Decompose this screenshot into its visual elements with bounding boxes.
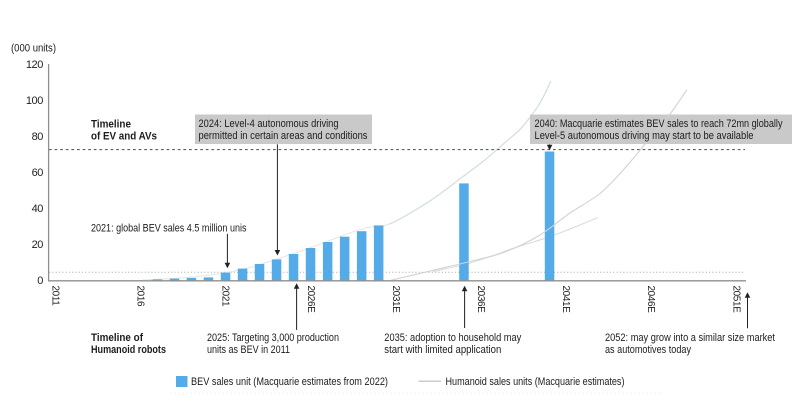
svg-text:2036E: 2036E [475, 286, 486, 314]
svg-text:(000 units): (000 units) [11, 43, 56, 55]
svg-text:Humanoid robots: Humanoid robots [91, 344, 166, 356]
svg-text:20: 20 [32, 239, 44, 251]
svg-text:2046E: 2046E [645, 286, 656, 314]
svg-text:Timeline of: Timeline of [91, 332, 143, 344]
svg-text:2052: may grow into a similar: 2052: may grow into a similar size marke… [605, 332, 775, 344]
svg-text:120: 120 [26, 59, 43, 71]
svg-text:Timeline: Timeline [91, 119, 131, 131]
svg-text:2025: Targeting 3,000 producti: 2025: Targeting 3,000 production [207, 332, 339, 344]
svg-text:40: 40 [32, 203, 44, 215]
svg-text:units as BEV in 2011: units as BEV in 2011 [207, 344, 290, 356]
svg-text:100: 100 [26, 95, 43, 107]
svg-text:2016: 2016 [135, 286, 146, 307]
svg-text:2011: 2011 [49, 286, 60, 307]
svg-text:2021: global BEV sales 4.5 mil: 2021: global BEV sales 4.5 million unis [91, 222, 247, 234]
svg-text:2051E: 2051E [730, 286, 741, 314]
svg-text:as automotives today: as automotives today [605, 344, 691, 356]
svg-text:2021: 2021 [220, 286, 231, 307]
svg-text:2035: adoption to household ma: 2035: adoption to household may [384, 332, 521, 344]
svg-text:2041E: 2041E [560, 286, 571, 314]
svg-text:Level-5 autonomous driving may: Level-5 autonomous driving may start to … [535, 130, 754, 142]
svg-text:permitted in certain areas and: permitted in certain areas and condition… [199, 130, 368, 142]
svg-text:2024: Level-4 autonomous drivi: 2024: Level-4 autonomous driving [199, 118, 339, 130]
svg-text:80: 80 [32, 131, 44, 143]
svg-text:Humanoid sales units (Macquari: Humanoid sales units (Macquarie estimate… [446, 376, 625, 388]
svg-text:2026E: 2026E [305, 286, 316, 314]
svg-text:2040: Macquarie estimates BEV: 2040: Macquarie estimates BEV sales to r… [535, 118, 783, 130]
svg-text:of EV and AVs: of EV and AVs [91, 131, 157, 143]
svg-text:start with limited application: start with limited application [384, 344, 501, 356]
svg-text:2031E: 2031E [390, 286, 401, 314]
svg-text:60: 60 [32, 167, 44, 179]
svg-text:0: 0 [37, 275, 43, 287]
svg-text:BEV sales unit (Macquarie esti: BEV sales unit (Macquarie estimates from… [191, 376, 388, 388]
